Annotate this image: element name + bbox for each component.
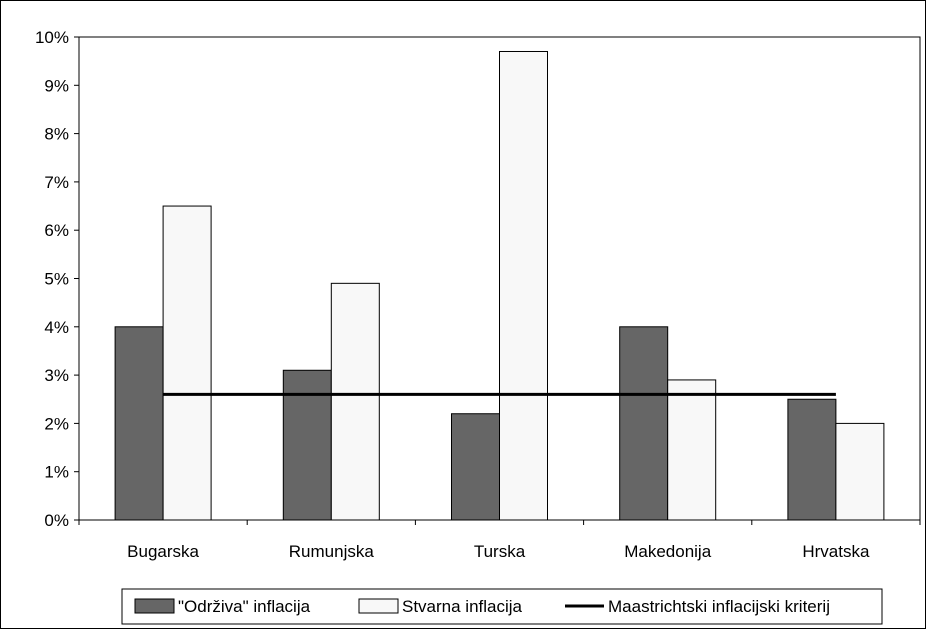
y-tick-label: 0%	[44, 511, 69, 530]
x-axis: Bugarska Rumunjska Turska Makedonija Hrvatsk…	[78, 520, 921, 561]
y-tick-label: 4%	[44, 318, 69, 337]
bar-actual	[835, 422, 885, 521]
y-tick-label: 5%	[44, 270, 69, 289]
plot-area	[78, 36, 921, 521]
x-category-label: Turska	[474, 542, 526, 561]
bar-actual	[667, 379, 717, 521]
bar-sustainable	[787, 398, 837, 521]
y-tick-label: 8%	[44, 125, 69, 144]
x-category-label: Rumunjska	[289, 542, 375, 561]
bar-sustainable	[619, 326, 669, 521]
x-category-label: Makedonija	[624, 542, 711, 561]
y-tick-label: 3%	[44, 366, 69, 385]
bar-actual	[330, 282, 380, 521]
y-tick-label: 10%	[35, 28, 69, 47]
bar-sustainable	[114, 326, 164, 521]
y-tick-label: 6%	[44, 221, 69, 240]
bar-actual	[499, 50, 548, 521]
y-tick-label: 2%	[44, 414, 69, 433]
bar-actual	[162, 205, 212, 521]
legend-box	[121, 588, 883, 625]
bar-sustainable	[451, 413, 500, 521]
y-axis: 0% 1% 2% 3% 4% 5% 6% 7% 8% 9% 10%	[35, 28, 79, 530]
y-tick-label: 1%	[44, 463, 69, 482]
legend-label-criterion: Maastrichtski inflacijski kriterij	[608, 597, 830, 616]
legend: "Održiva" inflacija Stvarna inflacija Ma…	[121, 588, 883, 625]
legend-label-actual: Stvarna inflacija	[402, 597, 523, 616]
legend-swatch-actual	[358, 598, 399, 614]
legend-swatch-sustainable	[134, 598, 175, 614]
y-tick-label: 7%	[44, 173, 69, 192]
bar-sustainable	[282, 369, 332, 521]
y-tick-label: 9%	[44, 76, 69, 95]
x-category-label: Bugarska	[127, 542, 199, 561]
legend-label-sustainable: "Održiva" inflacija	[178, 597, 311, 616]
x-category-label: Hrvatska	[802, 542, 870, 561]
